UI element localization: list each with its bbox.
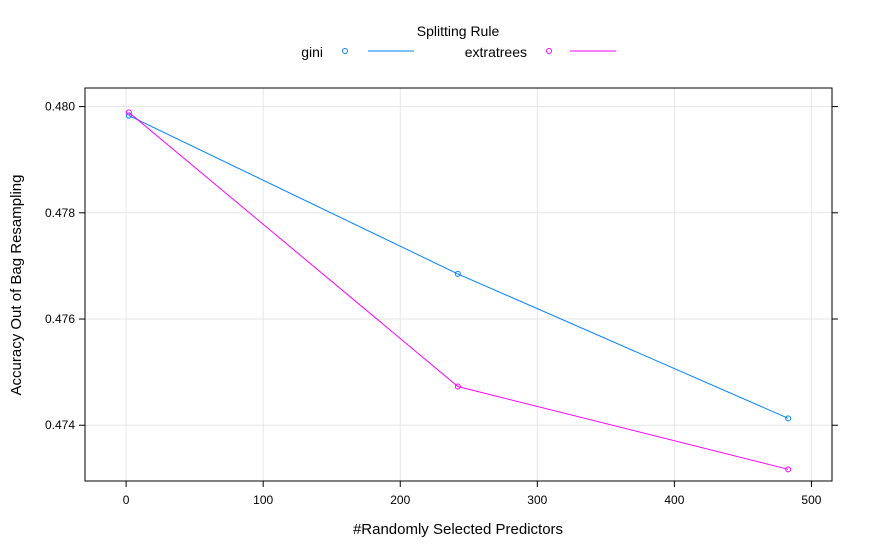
- y-axis-label: Accuracy Out of Bag Resampling: [8, 175, 25, 396]
- plot-frame: [84, 87, 833, 482]
- x-tick-label: 500: [801, 493, 821, 507]
- grid-layer: [85, 88, 832, 481]
- y-tick-label: 0.474: [45, 418, 75, 432]
- legend-marker-gini: [342, 48, 348, 54]
- legend-label-gini: gini: [301, 44, 323, 60]
- data-point-gini: [125, 112, 132, 119]
- legend-label-extratrees: extratrees: [465, 44, 527, 60]
- x-axis-label: #Randomly Selected Predictors: [353, 521, 563, 538]
- y-tick-label: 0.478: [45, 206, 75, 220]
- series-line-extratrees: [128, 112, 789, 470]
- x-tick-label: 300: [527, 493, 547, 507]
- data-point-extratrees: [125, 109, 132, 116]
- data-point-extratrees: [454, 383, 461, 390]
- data-point-gini: [454, 270, 461, 277]
- axes-layer: 0 100 200 300 400 500 0.474 0.476 0.478 0.480: [45, 87, 838, 507]
- series-layer: [125, 109, 792, 473]
- y-tick-label: 0.476: [45, 312, 75, 326]
- y-tick-label: 0.480: [45, 100, 75, 114]
- legend-title: Splitting Rule: [417, 23, 500, 39]
- x-tick-label: 200: [390, 493, 410, 507]
- series-line-gini: [128, 115, 789, 419]
- legend: Splitting Rule gini extratrees: [301, 23, 616, 60]
- x-tick-label: 0: [123, 493, 130, 507]
- legend-marker-extratrees: [546, 48, 552, 54]
- x-tick-label: 400: [664, 493, 684, 507]
- data-point-extratrees: [785, 466, 792, 473]
- data-point-gini: [785, 415, 792, 422]
- x-tick-label: 100: [253, 493, 273, 507]
